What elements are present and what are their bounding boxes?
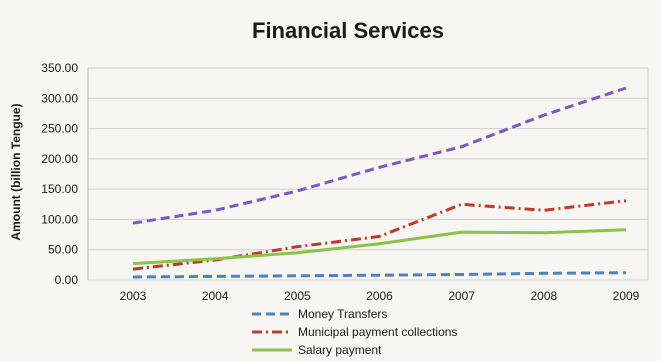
x-tick-label: 2009	[613, 289, 640, 303]
x-tick-label: 2006	[366, 289, 393, 303]
legend-label: Municipal payment collections	[298, 325, 457, 339]
x-tick-label: 2003	[120, 289, 147, 303]
y-axis-label: Amount (billion Tengue)	[9, 103, 23, 240]
legend-label: Salary payment	[298, 343, 382, 357]
grid	[88, 68, 648, 280]
y-axis-ticks: 0.00 50.00 100.00 150.00 200.00 250.00 300.00 3…	[41, 61, 78, 287]
y-tick-label: 200.00	[41, 152, 78, 166]
x-tick-label: 2005	[284, 289, 311, 303]
y-tick-label: 0.00	[55, 273, 79, 287]
y-tick-label: 250.00	[41, 122, 78, 136]
series-line-2	[133, 230, 626, 264]
y-tick-label: 150.00	[41, 182, 78, 196]
y-tick-label: 300.00	[41, 91, 78, 105]
y-tick-label: 100.00	[41, 212, 78, 226]
x-tick-label: 2008	[530, 289, 557, 303]
y-tick-label: 50.00	[48, 243, 78, 257]
y-tick-label: 350.00	[41, 61, 78, 75]
x-tick-label: 2004	[202, 289, 229, 303]
legend: Money Transfers Municipal payment collect…	[252, 307, 457, 357]
series-line-3	[133, 88, 626, 223]
chart-title: Financial Services	[252, 18, 444, 43]
x-axis-ticks: 2003 2004 2005 2006 2007 2008 2009	[120, 289, 640, 303]
x-tick-label: 2007	[448, 289, 475, 303]
legend-label: Money Transfers	[298, 307, 387, 321]
